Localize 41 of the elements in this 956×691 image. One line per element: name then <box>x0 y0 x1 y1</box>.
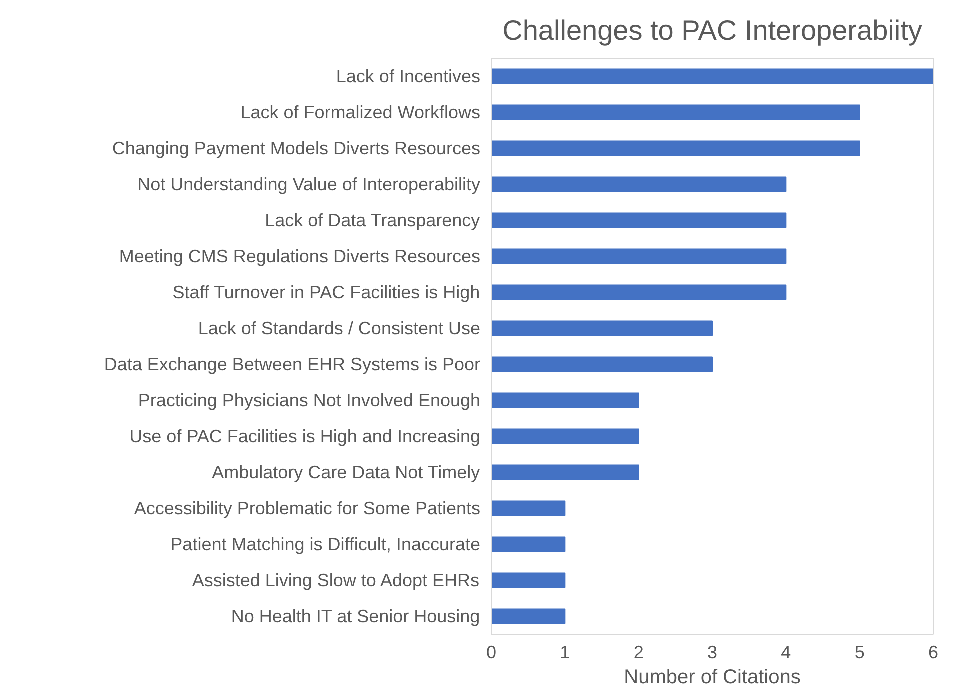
y-tick-label: Data Exchange Between EHR Systems is Poor <box>104 354 481 374</box>
bar <box>492 464 640 480</box>
bar <box>492 320 713 336</box>
bar <box>492 536 566 552</box>
y-tick-label: Practicing Physicians Not Involved Enough <box>138 390 481 410</box>
bar <box>492 140 860 156</box>
y-tick-label: Accessibility Problematic for Some Patients <box>134 498 481 518</box>
x-tick-label: 0 <box>486 642 497 662</box>
y-tick-label: Ambulatory Care Data Not Timely <box>212 462 480 482</box>
y-tick-label: Lack of Incentives <box>336 66 481 86</box>
y-tick-label: No Health IT at Senior Housing <box>231 606 480 626</box>
y-tick-label: Assisted Living Slow to Adopt EHRs <box>192 570 480 590</box>
bar <box>492 356 713 372</box>
chart-title: Challenges to PAC Interoperabiity <box>502 15 922 46</box>
x-tick-label: 5 <box>854 642 865 662</box>
bar <box>492 500 566 516</box>
y-tick-label: Not Understanding Value of Interoperability <box>138 174 481 194</box>
bar <box>492 572 566 588</box>
bar <box>492 68 934 84</box>
bar <box>492 608 566 624</box>
bar <box>492 104 860 120</box>
y-tick-label: Use of PAC Facilities is High and Increasing <box>130 426 481 446</box>
y-tick-label: Patient Matching is Difficult, Inaccurate <box>170 534 481 554</box>
bar <box>492 248 787 264</box>
bar <box>492 392 640 408</box>
bar <box>492 176 787 192</box>
x-tick-label: 2 <box>634 642 644 662</box>
y-tick-label: Lack of Data Transparency <box>265 210 480 230</box>
x-tick-label: 6 <box>928 642 939 662</box>
bar <box>492 284 787 300</box>
y-tick-label: Changing Payment Models Diverts Resources <box>112 138 481 158</box>
x-tick-label: 1 <box>560 642 570 662</box>
y-tick-label: Staff Turnover in PAC Facilities is High <box>172 282 480 302</box>
bar <box>492 212 787 228</box>
y-tick-label: Lack of Standards / Consistent Use <box>198 318 481 338</box>
y-tick-label: Lack of Formalized Workflows <box>240 102 481 122</box>
x-tick-label: 3 <box>707 642 718 662</box>
x-axis-title: Number of Citations <box>624 666 801 688</box>
x-tick-label: 4 <box>781 642 792 662</box>
bar <box>492 428 640 444</box>
y-tick-label: Meeting CMS Regulations Diverts Resources <box>119 246 481 266</box>
